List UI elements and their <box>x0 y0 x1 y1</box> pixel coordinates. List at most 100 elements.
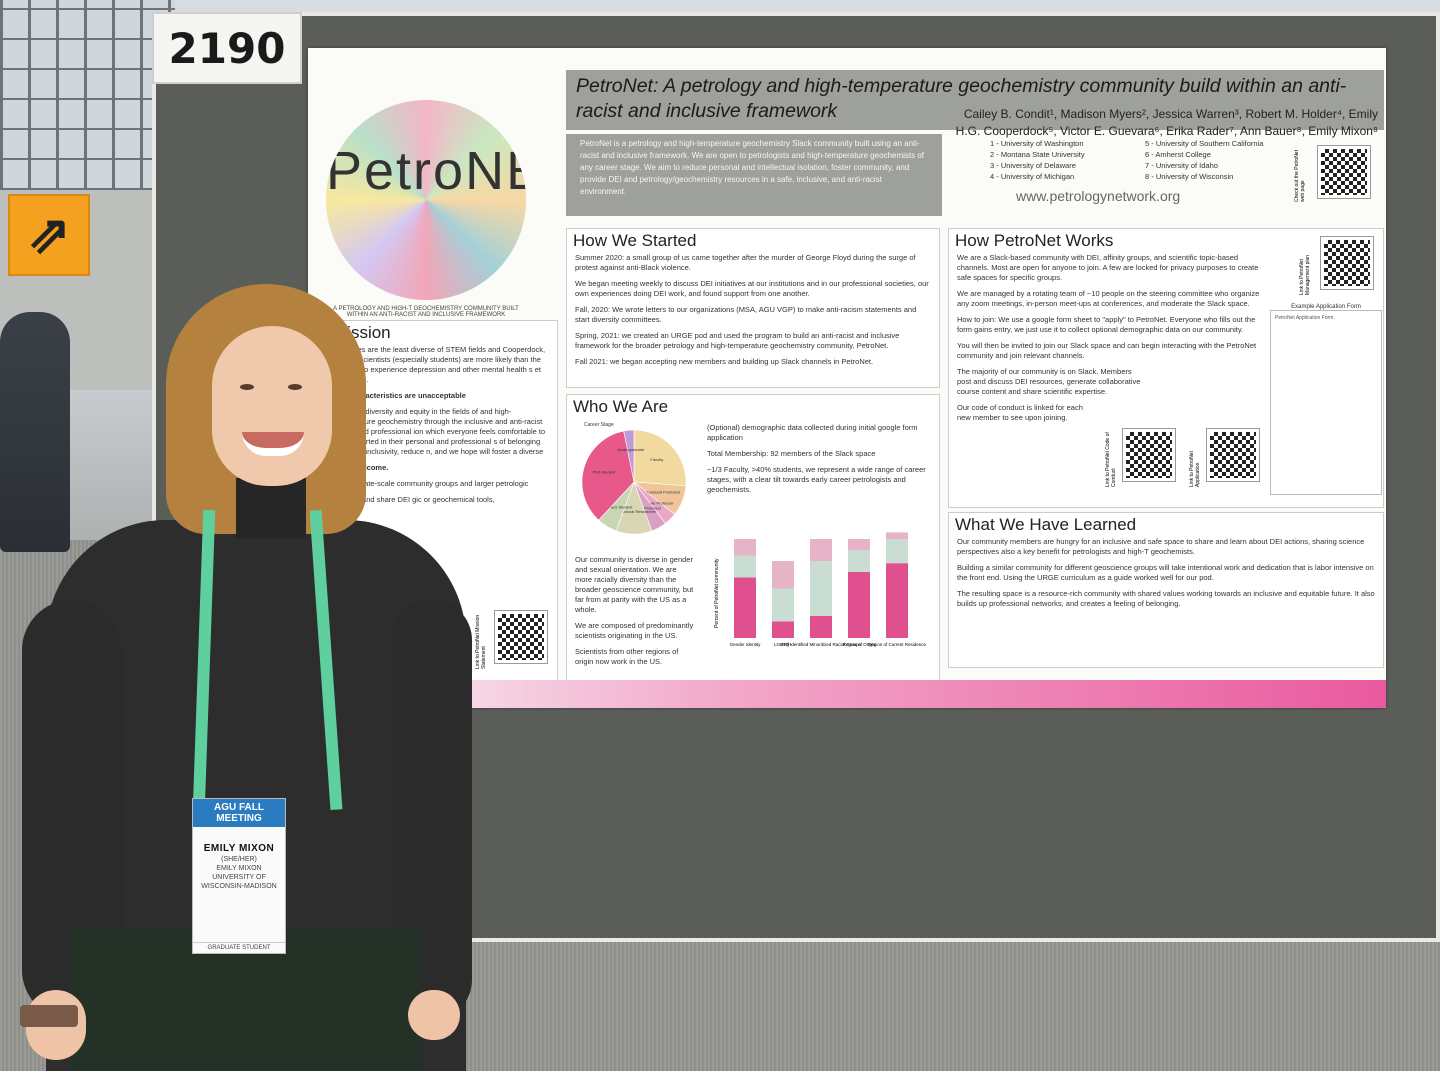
pie-slice-label: Associate Professor <box>638 500 674 505</box>
badge-line1: EMILY MIXON <box>216 865 262 872</box>
who-faculty: ~1/3 Faculty, >40% students, we represen… <box>707 465 926 494</box>
works-p6: Our code of conduct is linked for each n… <box>957 403 1083 422</box>
who-membership: Total Membership: 92 members of the Slac… <box>707 449 876 458</box>
pie-slice-label: Undergraduate <box>618 447 645 452</box>
started-title: How We Started <box>573 231 697 250</box>
pie-slice <box>633 429 687 487</box>
demographics-bar-chart: Percent of PetroNet community Gender Iden… <box>714 532 927 647</box>
bar-segment <box>848 550 870 572</box>
website-qr-code <box>1317 145 1371 199</box>
mission-p1: Sciences are the least diverse of STEM f… <box>335 345 546 384</box>
bar-category-label: Self Identified Minoritized Racial Group… <box>781 642 862 647</box>
bar-segment <box>810 616 832 638</box>
application-qr-code <box>1206 428 1260 482</box>
bar-segment <box>810 561 832 616</box>
mission-p5: ntermediate-scale community groups and l… <box>335 479 529 488</box>
application-form-image: PetroNet Application Form <box>1270 310 1382 495</box>
started-item: Summer 2020: a small group of us came to… <box>575 253 916 272</box>
mission-p3: increase diversity and equity in the fie… <box>335 407 546 456</box>
bar-segment <box>734 577 756 638</box>
started-body: Summer 2020: a small group of us came to… <box>567 253 939 367</box>
affiliation: 3 - University of Delaware <box>990 161 1076 170</box>
mission-p2: ese characteristics are unacceptable <box>335 391 466 400</box>
badge-pronouns: (SHE/HER) <box>221 856 257 863</box>
bar-segment <box>734 555 756 578</box>
app-form-title: Example Application Form <box>1291 304 1361 310</box>
mission-title: Mission <box>333 323 391 342</box>
who-p3: Scientists from other regions of origin … <box>575 647 679 666</box>
affiliation: 8 - University of Wisconsin <box>1145 172 1234 181</box>
works-body: We are a Slack-based community with DEI,… <box>949 253 1269 423</box>
intro-box: PetroNet is a petrology and high-tempera… <box>566 134 942 216</box>
board-number: 2190 <box>152 12 302 84</box>
works-p2: We are managed by a rotating team of ~10… <box>957 289 1260 308</box>
who-demographic: (Optional) demographic data collected du… <box>707 423 918 442</box>
bar-category-label: Region of Origin <box>843 642 876 647</box>
poster-website: www.petrologynetwork.org <box>1016 188 1181 204</box>
affiliation: 4 - University of Michigan <box>990 172 1075 181</box>
career-stage-pie-chart: Faculty Assistant Professor Associate Prof… <box>581 429 687 535</box>
app-form-heading: PetroNet Application Form <box>1275 315 1334 321</box>
what-we-learned-section: What We Have Learned Our community membe… <box>948 512 1384 668</box>
logo-arc-text: A PETROLOGY AND HIGH-T GEOCHEMISTRY COMM… <box>333 306 519 318</box>
logo-text: PetroNET <box>326 141 526 201</box>
mission-qr-code <box>494 610 548 664</box>
learned-p2: Building a similar community for differe… <box>957 563 1374 582</box>
who-demographic-text: (Optional) demographic data collected du… <box>699 423 935 501</box>
mission-p4: ll are welcome. <box>335 463 389 472</box>
bar-category-label: LGBTQ+ <box>774 642 792 647</box>
app-qr-caption: Link to PetroNet Application <box>1189 451 1201 487</box>
badge-event: AGU FALL MEETING <box>193 799 285 827</box>
person-eye <box>288 384 302 390</box>
poster-footer-gradient <box>308 680 1386 708</box>
pie-slice-label: Full Professor <box>637 505 662 510</box>
badge-role: GRADUATE STUDENT <box>193 942 285 951</box>
pie-slice <box>623 429 635 483</box>
bar-ylabel: Percent of PetroNet community <box>714 558 720 628</box>
works-p1: We are a Slack-based community with DEI,… <box>957 253 1259 282</box>
ceiling-truss <box>0 0 175 190</box>
pie-slice-label: Masters Student <box>603 505 633 510</box>
pie-slice-label: Assistant Professor <box>646 489 681 494</box>
management-qr-code <box>1320 236 1374 290</box>
pie-slice-label: Postdoctoral Researcher <box>612 509 657 514</box>
person-face <box>212 326 332 486</box>
who-diversity-text: Our community is diverse in gender and s… <box>567 555 703 673</box>
started-item: We began meeting weekly to discuss DEI i… <box>575 279 929 298</box>
person-turtleneck <box>236 478 306 538</box>
conduct-qr-code <box>1122 428 1176 482</box>
affiliation: 6 - Amherst College <box>1145 150 1211 159</box>
pie-slice-label: Faculty <box>650 457 663 462</box>
affiliation: 2 - Montana State University <box>990 150 1085 159</box>
poster-authors: Cailey B. Condit¹, Madison Myers², Jessi… <box>955 107 1378 138</box>
badge-name: EMILY MIXON <box>203 843 275 854</box>
how-we-started-section: How We Started Summer 2020: a small grou… <box>566 228 940 388</box>
bar-segment <box>886 563 908 638</box>
bar-segment <box>734 539 756 556</box>
petronet-logo: PetroNET <box>326 100 526 300</box>
qr-caption: Check out the PetroNet web page <box>1294 150 1306 202</box>
name-badge: AGU FALL MEETING EMILY MIXON (SHE/HER) E… <box>192 798 286 954</box>
bar-segment <box>848 572 870 638</box>
works-title: How PetroNet Works <box>955 231 1114 250</box>
escalator-sign-icon: ⇗ <box>8 194 90 276</box>
learned-body: Our community members are hungry for an … <box>949 537 1383 609</box>
bar-segment <box>772 621 794 638</box>
affiliation: 7 - University of Idaho <box>1145 161 1218 170</box>
pie-slice <box>581 430 635 521</box>
research-poster: PetroNET A PETROLOGY AND HIGH-T GEOCHEMI… <box>308 48 1386 708</box>
affiliation: 5 - University of Southern California <box>1145 139 1264 148</box>
bar-segment <box>886 539 908 564</box>
works-p5: The majority of our community is on Slac… <box>957 367 1141 396</box>
bar-segment <box>772 561 794 589</box>
bar-segment <box>848 539 870 550</box>
badge-line2: UNIVERSITY OF <box>212 874 266 881</box>
learned-p3: The resulting space is a resource-rich c… <box>957 589 1375 608</box>
works-p4: You will then be invited to join our Sla… <box>957 341 1257 360</box>
mission-body: Sciences are the least diverse of STEM f… <box>327 345 557 505</box>
started-item: Fall 2021: we began accepting new member… <box>575 357 874 366</box>
pie-slice-label: PhD Student <box>593 470 617 475</box>
person-right-hand <box>408 990 460 1040</box>
person-eye <box>240 384 254 390</box>
